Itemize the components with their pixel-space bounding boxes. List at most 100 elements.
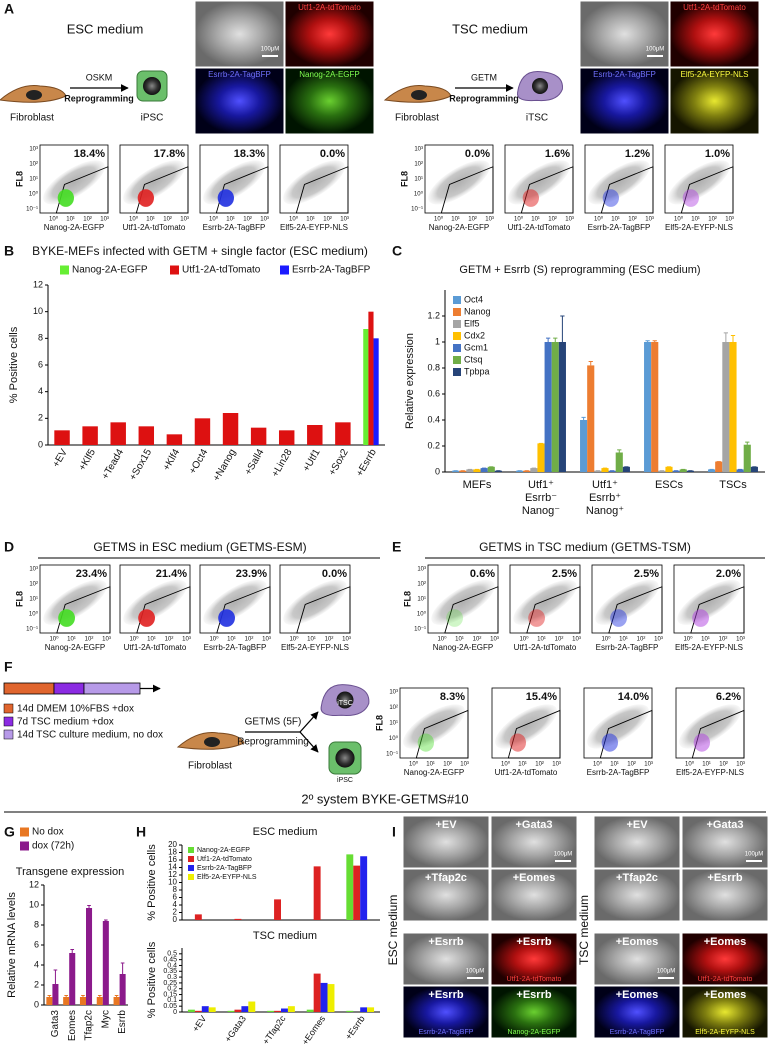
marker-label: Utf1-2A-tdTomato xyxy=(698,976,753,983)
flow-cloud xyxy=(203,579,267,625)
flow-x-tick: 10⁰ xyxy=(437,636,447,643)
cell-label: iTSC xyxy=(526,113,548,124)
flow-cloud xyxy=(43,579,107,625)
y-tick-label: 2 xyxy=(38,413,43,423)
x-tick-label: +Esrrb xyxy=(354,447,379,479)
bar xyxy=(523,470,531,472)
nucleus xyxy=(411,90,427,100)
flow-x-label: Nanog-2A-EGFP xyxy=(404,768,464,777)
bar xyxy=(187,1009,195,1012)
flow-y-tick: 10³ xyxy=(29,147,38,153)
flow-y-tick: 10⁰ xyxy=(414,191,424,198)
flow-x-tick: 10⁰ xyxy=(49,636,59,643)
flow-cloud xyxy=(428,160,490,205)
flow-x-label: Esrrb-2A-TagBFP xyxy=(203,223,266,232)
flow-x-tick: 10² xyxy=(323,217,332,223)
legend-label: Esrrb-2A-TagBFP xyxy=(292,265,371,276)
nucleus xyxy=(204,737,220,747)
flow-cloud xyxy=(588,160,650,205)
panel-letter: F xyxy=(4,659,13,675)
bar xyxy=(46,997,53,1005)
flow-x-tick: 10⁰ xyxy=(434,216,444,223)
error-bar xyxy=(47,995,52,997)
flow-x-tick: 10⁰ xyxy=(49,216,59,223)
bar xyxy=(473,469,481,472)
bar xyxy=(373,338,379,445)
flow-x-tick: 10³ xyxy=(644,762,653,768)
bar xyxy=(320,982,328,1012)
flow-population xyxy=(446,609,463,627)
y-tick-label: 0 xyxy=(435,466,440,476)
bar xyxy=(306,1009,314,1012)
flow-x-tick: 10² xyxy=(708,217,717,223)
y-tick-label: 16 xyxy=(168,855,177,864)
flow-y-tick: 10⁰ xyxy=(389,735,399,742)
flow-population xyxy=(58,609,75,627)
bar xyxy=(615,452,623,472)
micrograph xyxy=(681,868,769,922)
y-tick-label: 2 xyxy=(34,979,39,989)
flow-y-tick: 10¹ xyxy=(29,177,38,183)
marker-label: Esrrb-2A-TagBFP xyxy=(610,1029,665,1036)
y-tick-label: 12 xyxy=(33,279,43,289)
y-tick-label: 0.3 xyxy=(167,974,177,981)
legend-label: Ctsq xyxy=(464,354,483,364)
y-tick-label: 0 xyxy=(173,915,178,924)
panel-title: GETMS in ESC medium (GETMS-ESM) xyxy=(93,540,306,554)
flow-y-label: FL8 xyxy=(399,171,409,187)
flow-gate xyxy=(680,166,734,214)
legend-label: Cdx2 xyxy=(464,330,485,340)
flow-x-tick: 10² xyxy=(719,762,728,768)
bar xyxy=(52,984,59,1005)
bar xyxy=(222,413,239,445)
scale-label: 100μM xyxy=(745,852,763,858)
legend-swatch xyxy=(453,320,461,328)
micrograph xyxy=(669,0,760,68)
flow-percent: 14.0% xyxy=(618,691,649,703)
bar xyxy=(278,430,295,445)
arrow xyxy=(299,711,319,733)
tile-label: +Esrrb xyxy=(428,989,463,1001)
micrograph xyxy=(681,932,769,986)
cell-label: iTSC xyxy=(337,700,353,707)
flow-percent: 8.3% xyxy=(440,691,465,703)
flow-cloud xyxy=(403,704,465,749)
legend-label: Esrrb-2A-TagBFP xyxy=(197,865,252,872)
flow-cloud xyxy=(123,579,187,625)
y-axis-label: Relative expression xyxy=(404,333,416,429)
y-tick-label: 0.1 xyxy=(167,997,177,1004)
bar xyxy=(201,1006,209,1012)
bar xyxy=(363,329,369,445)
error-bar xyxy=(545,337,551,342)
tile-label: +Tfap2c xyxy=(425,872,467,884)
error-bar xyxy=(560,315,565,342)
flow-x-tick: 10³ xyxy=(180,217,189,223)
flow-cloud xyxy=(431,579,495,625)
legend-swatch xyxy=(3,703,14,714)
y-tick-label: 10 xyxy=(29,899,39,909)
y-axis-label: % Positive cells xyxy=(8,326,20,403)
medium-label: TSC medium xyxy=(452,21,528,36)
flow-x-tick: 10³ xyxy=(485,217,494,223)
section-title: 2º system BYKE-GETMS#10 xyxy=(301,791,468,806)
bar xyxy=(494,470,502,472)
flow-cloud xyxy=(679,704,741,749)
flow-x-label: Esrrb-2A-TagBFP xyxy=(588,223,651,232)
error-bar xyxy=(81,995,85,997)
flow-x-tick: 10⁰ xyxy=(289,636,299,643)
scale-label: 100μM xyxy=(261,47,279,53)
flow-population xyxy=(138,609,156,627)
flow-x-tick: 10² xyxy=(83,217,92,223)
x-tick-label: +Tfap2c xyxy=(261,1013,288,1046)
flow-population xyxy=(692,609,709,627)
flow-x-tick: 10³ xyxy=(182,637,191,643)
bar xyxy=(234,1009,242,1012)
flow-x-label: Utf1-2A-tdTomato xyxy=(124,643,187,652)
legend-swatch xyxy=(453,308,461,316)
timeline-segment xyxy=(53,682,85,695)
legend-swatch xyxy=(3,729,14,740)
bar xyxy=(281,1008,288,1012)
flow-x-tick: 10² xyxy=(627,762,636,768)
legend-label: Nanog-2A-EGFP xyxy=(197,847,250,854)
micrograph xyxy=(593,868,681,922)
